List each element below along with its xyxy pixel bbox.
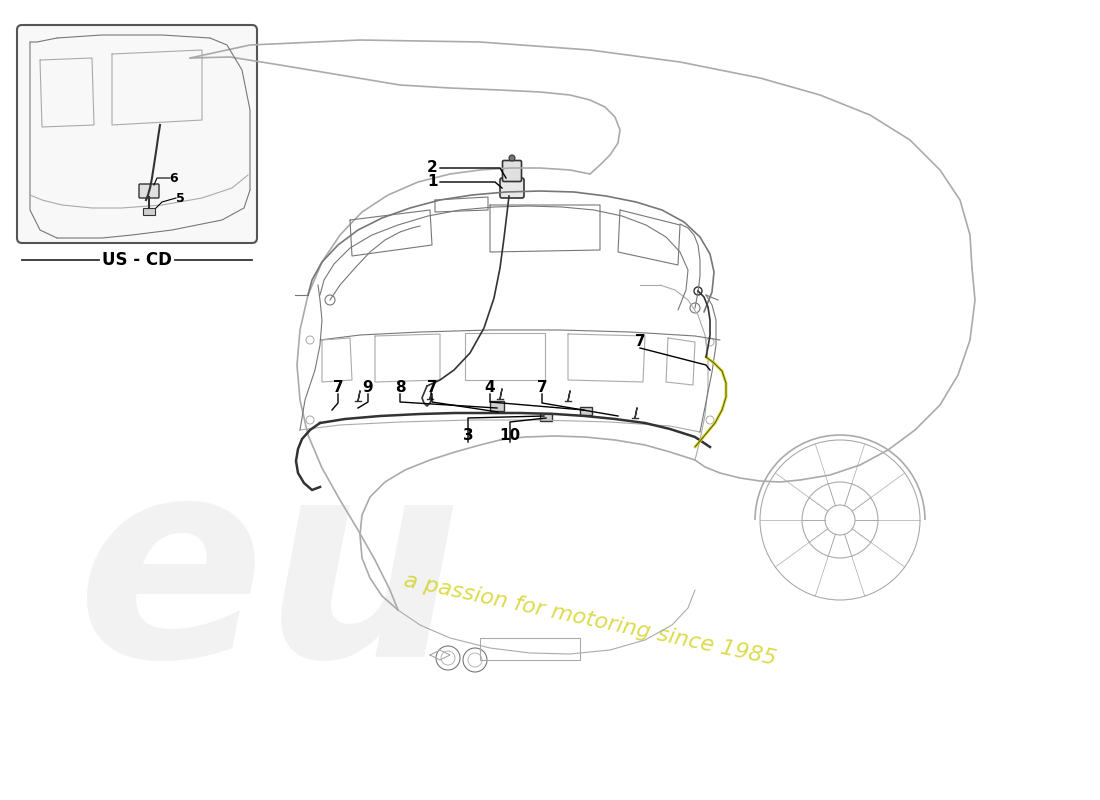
- Text: 9: 9: [363, 381, 373, 395]
- FancyBboxPatch shape: [500, 178, 524, 198]
- Text: 4: 4: [485, 381, 495, 395]
- FancyBboxPatch shape: [503, 161, 521, 182]
- Text: 6: 6: [169, 171, 178, 185]
- Bar: [580, 407, 592, 415]
- Text: 2: 2: [427, 161, 438, 175]
- Circle shape: [509, 155, 515, 161]
- Text: eu: eu: [77, 445, 463, 715]
- Text: US - CD: US - CD: [102, 251, 172, 269]
- Text: 5: 5: [176, 191, 185, 205]
- Text: 7: 7: [635, 334, 646, 350]
- Text: 1: 1: [428, 174, 438, 190]
- Bar: [143, 208, 155, 215]
- Text: 7: 7: [427, 381, 438, 395]
- FancyBboxPatch shape: [139, 184, 159, 198]
- Bar: [490, 401, 504, 411]
- Text: 7: 7: [332, 381, 343, 395]
- Text: a passion for motoring since 1985: a passion for motoring since 1985: [402, 570, 778, 670]
- Bar: [540, 413, 552, 421]
- Text: 8: 8: [395, 381, 405, 395]
- Bar: [480, 638, 580, 660]
- Text: 10: 10: [499, 429, 520, 443]
- Text: 7: 7: [537, 381, 548, 395]
- Text: 3: 3: [463, 429, 473, 443]
- FancyBboxPatch shape: [16, 25, 257, 243]
